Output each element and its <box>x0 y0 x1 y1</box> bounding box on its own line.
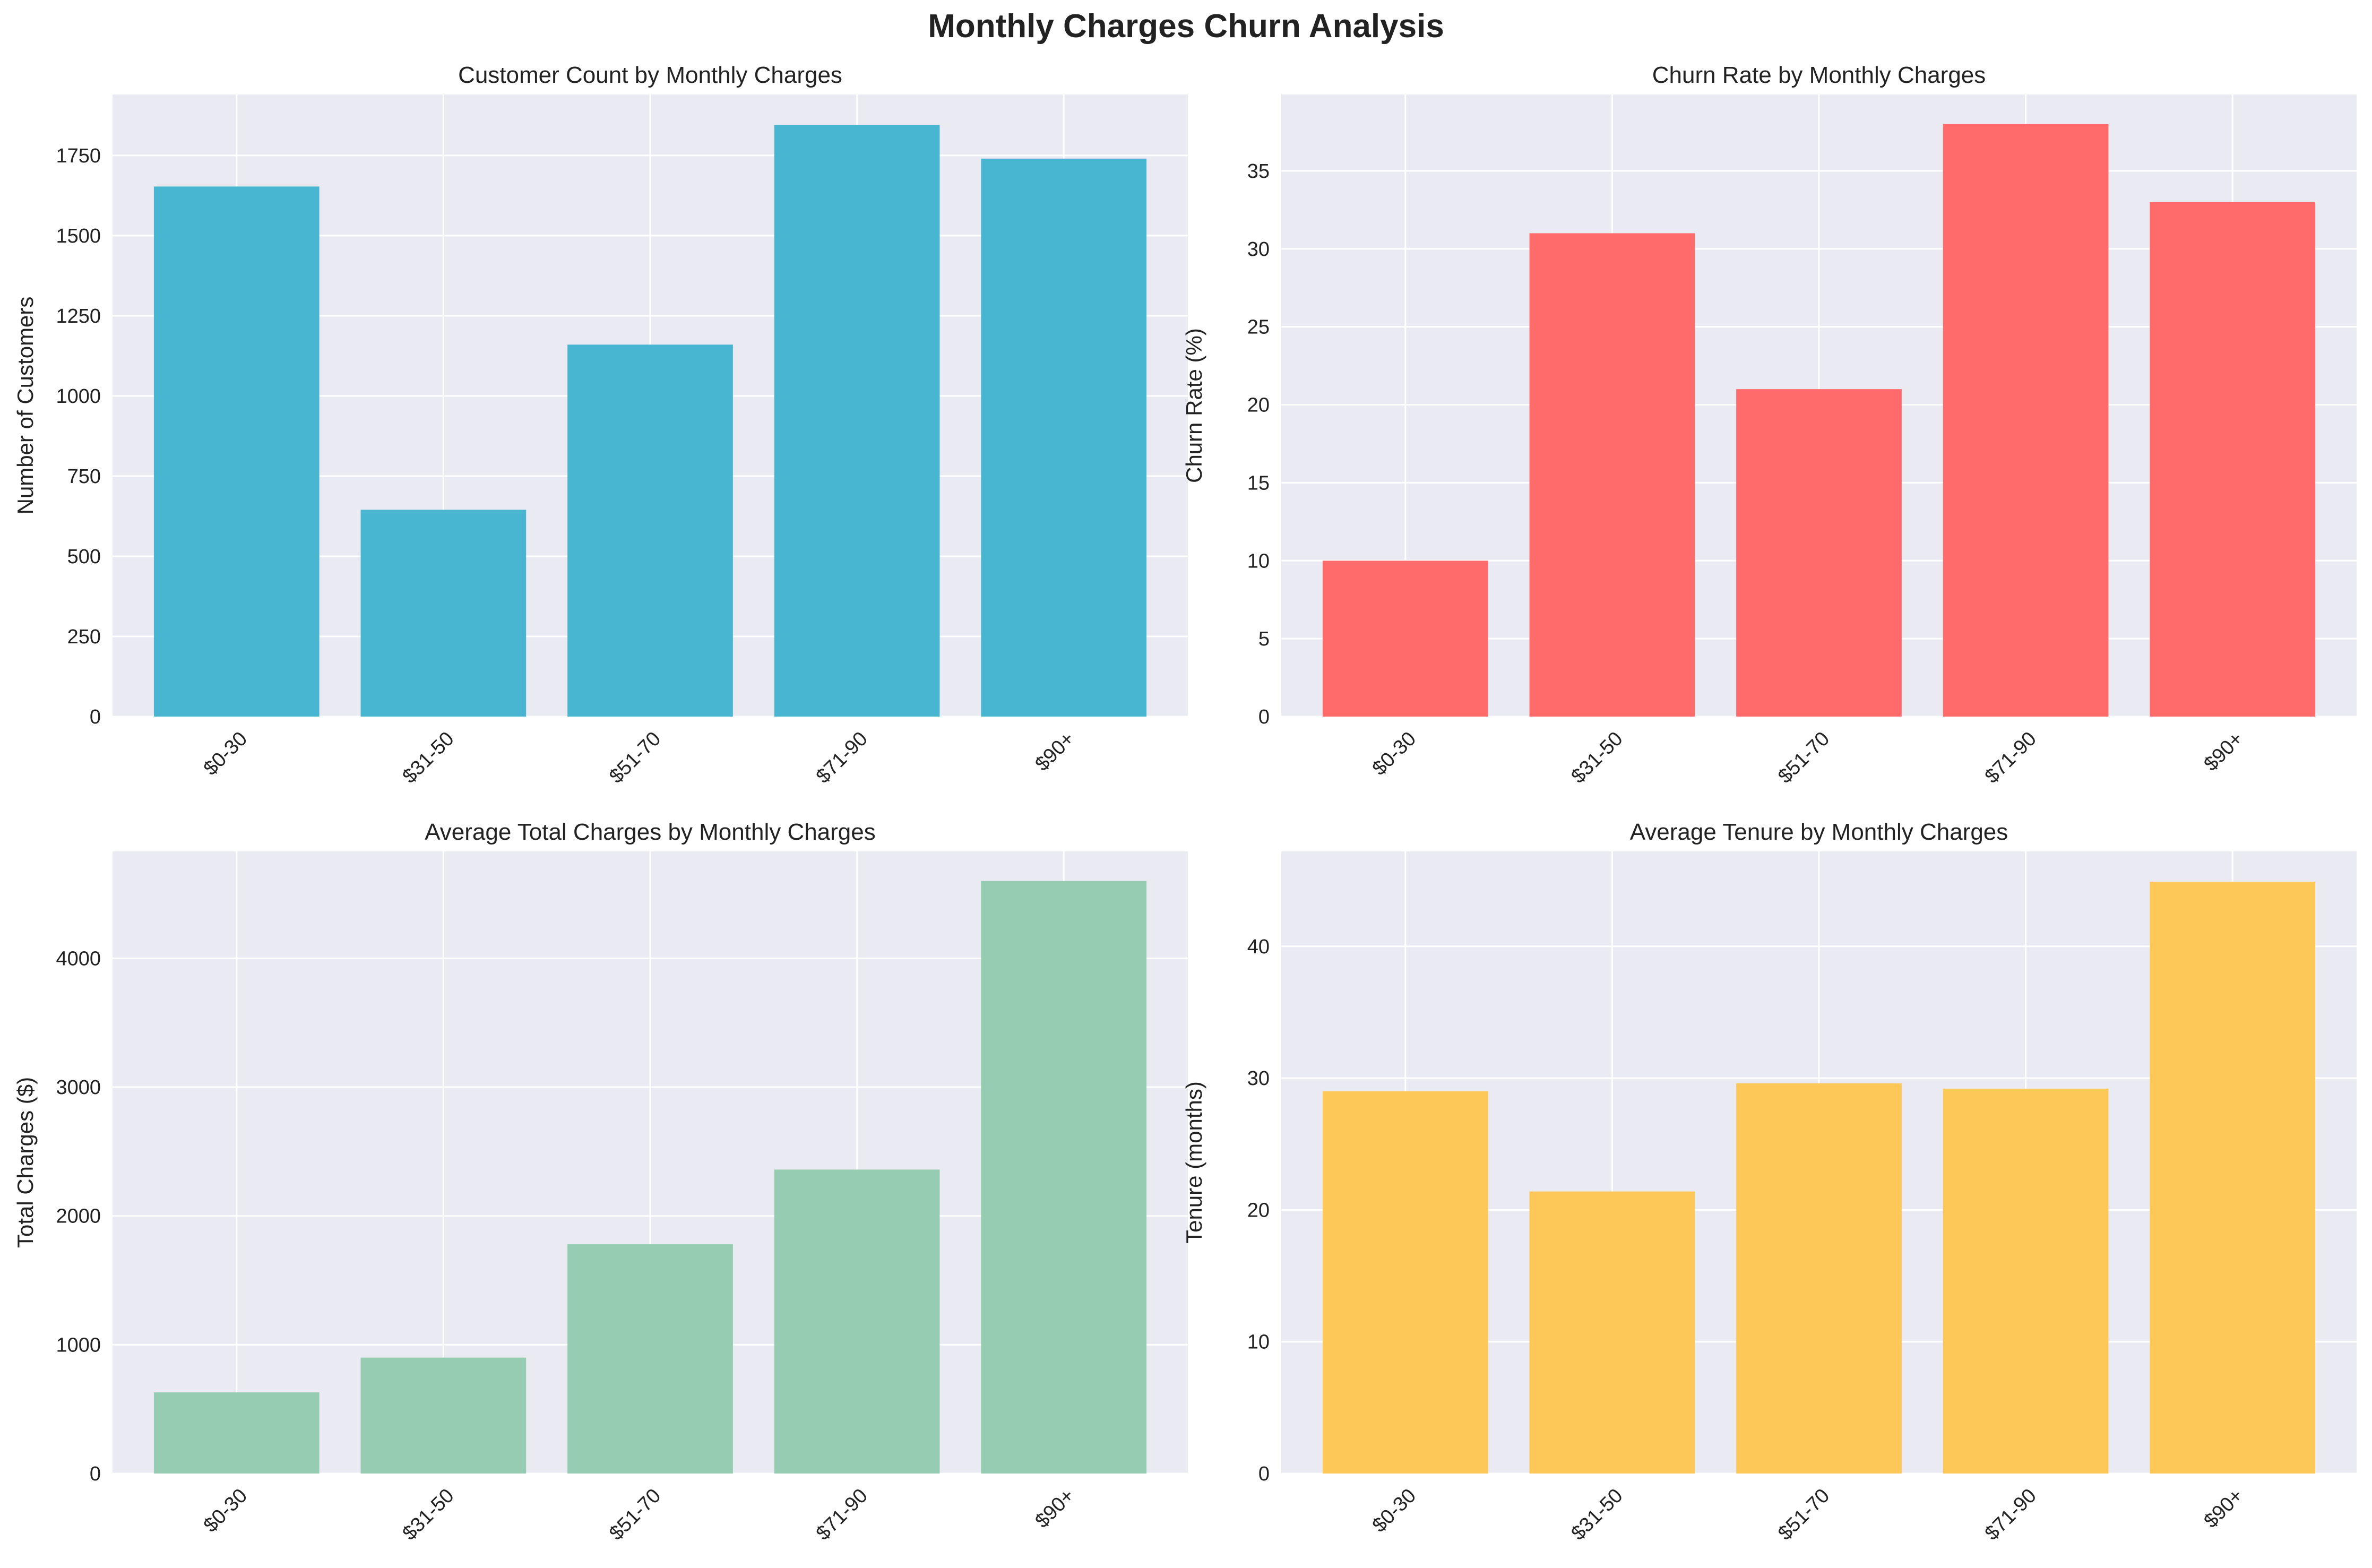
y-axis-label: Churn Rate (%) <box>1181 328 1206 483</box>
chart-title: Average Tenure by Monthly Charges <box>1630 819 2008 845</box>
y-tick-label: 25 <box>1247 316 1270 339</box>
chart-panel-2: 0 5 10 15 20 25 30 35 $0-30 $31-50 $51-70 $71-90 $90… <box>1181 62 2357 788</box>
x-tick-label: $51-70 <box>1774 1485 1834 1545</box>
bar-1 <box>153 1392 320 1474</box>
bar-2 <box>360 1357 527 1474</box>
bar-3 <box>1736 1083 1902 1474</box>
y-tick-label: 35 <box>1247 160 1270 183</box>
bar-4 <box>1943 124 2109 717</box>
chart-panel-3: 0 1000 2000 3000 4000 $0-30 $31-50 $51-70 $71-90… <box>13 819 1188 1545</box>
y-tick-label: 10 <box>1247 550 1270 572</box>
figure-title: Monthly Charges Churn Analysis <box>928 8 1444 45</box>
x-tick-label: $31-50 <box>398 1485 458 1545</box>
x-tick-label: $71-90 <box>812 728 872 788</box>
x-tick-label: $0-30 <box>200 1485 252 1537</box>
chart-title: Average Total Charges by Monthly Charges <box>425 819 876 845</box>
y-axis-label: Tenure (months) <box>1181 1081 1206 1244</box>
x-tick-label: $51-70 <box>605 728 665 788</box>
x-tick-label: $71-90 <box>1981 728 2041 788</box>
y-tick-label: 40 <box>1247 936 1270 958</box>
y-tick-label: 250 <box>67 626 101 648</box>
bar-3 <box>567 344 733 717</box>
bar-1 <box>153 186 320 717</box>
y-tick-label: 30 <box>1247 238 1270 261</box>
y-tick-label: 0 <box>1258 1463 1270 1485</box>
bar-5 <box>2150 202 2316 717</box>
x-tick-label: $90+ <box>1031 728 1079 776</box>
bar-4 <box>774 125 940 717</box>
x-tick-label: $71-90 <box>812 1485 872 1545</box>
y-tick-label: 0 <box>90 706 101 728</box>
bar-5 <box>981 158 1147 717</box>
y-tick-label: 20 <box>1247 394 1270 417</box>
y-tick-label: 0 <box>90 1463 101 1485</box>
bar-1 <box>1322 561 1488 717</box>
bar-2 <box>1529 233 1695 717</box>
y-tick-label: 15 <box>1247 472 1270 494</box>
x-tick-label: $31-50 <box>1567 1485 1627 1545</box>
bar-5 <box>981 881 1147 1474</box>
bar-2 <box>1529 1191 1695 1474</box>
y-tick-label: 3000 <box>56 1076 101 1099</box>
y-tick-label: 1750 <box>56 145 101 167</box>
x-tick-label: $90+ <box>2200 728 2247 776</box>
y-axis-label: Number of Customers <box>13 297 38 515</box>
x-tick-label: $71-90 <box>1981 1485 2041 1545</box>
bar-4 <box>1943 1088 2109 1474</box>
x-tick-label: $0-30 <box>1368 728 1420 780</box>
bar-3 <box>1736 389 1902 717</box>
y-tick-label: 500 <box>67 546 101 568</box>
chart-panel-1: 0 250 500 750 1000 1250 1500 1750 $0-30 $31-50 $51… <box>13 62 1188 788</box>
y-tick-label: 1500 <box>56 225 101 247</box>
bar-2 <box>360 510 527 717</box>
chart-panel-4: 0 10 20 30 40 $0-30 $31-50 $51-70 $71-90 $90+ Aver… <box>1181 819 2357 1545</box>
y-tick-label: 1000 <box>56 1334 101 1356</box>
chart-title: Churn Rate by Monthly Charges <box>1652 62 1986 88</box>
bar-3 <box>567 1244 733 1474</box>
chart-title: Customer Count by Monthly Charges <box>458 62 842 88</box>
bar-4 <box>774 1169 940 1474</box>
bar-5 <box>2150 882 2316 1474</box>
y-tick-label: 2000 <box>56 1205 101 1228</box>
y-tick-label: 20 <box>1247 1199 1270 1221</box>
y-axis-label: Total Charges ($) <box>13 1077 38 1248</box>
x-tick-label: $51-70 <box>605 1485 665 1545</box>
y-tick-label: 10 <box>1247 1331 1270 1354</box>
y-tick-label: 1250 <box>56 305 101 328</box>
x-tick-label: $51-70 <box>1774 728 1834 788</box>
y-tick-label: 1000 <box>56 385 101 408</box>
bar-1 <box>1322 1091 1488 1474</box>
x-tick-label: $31-50 <box>398 728 458 788</box>
x-tick-label: $90+ <box>2200 1485 2247 1532</box>
y-tick-label: 30 <box>1247 1067 1270 1090</box>
x-tick-label: $90+ <box>1031 1485 1079 1532</box>
y-tick-label: 5 <box>1258 628 1270 650</box>
x-tick-label: $0-30 <box>1368 1485 1420 1537</box>
y-tick-label: 4000 <box>56 947 101 970</box>
y-tick-label: 750 <box>67 466 101 488</box>
x-tick-label: $0-30 <box>200 728 252 780</box>
y-tick-label: 0 <box>1258 706 1270 728</box>
x-tick-label: $31-50 <box>1567 728 1627 788</box>
